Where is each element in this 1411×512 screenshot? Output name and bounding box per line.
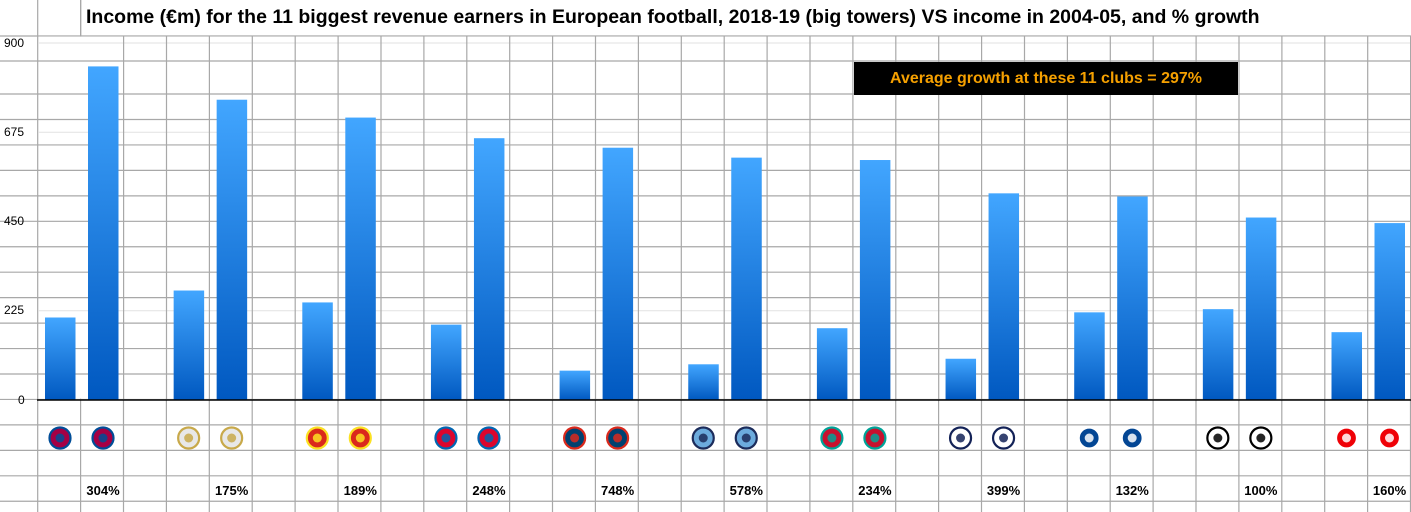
club-logo-icon [477, 426, 501, 450]
bar-2004-05-arsenal [1331, 332, 1362, 400]
club-logo-icon [691, 426, 715, 450]
y-tick-label: 450 [4, 214, 25, 228]
club-logo-icon [820, 426, 844, 450]
bar-2004-05-tottenham-hotspur [945, 358, 977, 400]
club-logo-icon [434, 426, 458, 450]
y-tick-label: 900 [4, 36, 25, 50]
y-tick-label: 225 [4, 303, 25, 317]
growth-label: 578% [729, 483, 763, 498]
chart-title: Income (€m) for the 11 biggest revenue e… [86, 6, 1260, 28]
club-logo-icon [305, 426, 329, 450]
club-logo-icon [734, 426, 758, 450]
y-tick-label: 675 [4, 125, 25, 139]
club-logo-icon [91, 426, 115, 450]
y-tick-label: 0 [18, 393, 25, 407]
growth-label: 160% [1372, 483, 1407, 498]
bar-2018-19-bayern-munich [473, 138, 505, 400]
bar-2004-05-barcelona [45, 317, 76, 400]
club-logo-icon [1120, 426, 1144, 450]
bar-2018-19-tottenham-hotspur [988, 193, 1020, 400]
growth-label: 304% [86, 483, 120, 498]
club-logo-icon [605, 426, 630, 450]
growth-label: 248% [472, 483, 506, 498]
club-logo-icon [348, 426, 372, 450]
bar-2018-19-real-madrid [216, 99, 248, 401]
club-logo-icon [948, 426, 973, 450]
growth-label: 399% [986, 483, 1021, 498]
bar-2018-19-juventus [1245, 217, 1277, 400]
bar-2018-19-arsenal [1374, 223, 1405, 400]
bar-2004-05-paris-saint-germain [559, 370, 591, 400]
club-logo-icon [863, 426, 887, 450]
bar-2018-19-paris-saint-germain [602, 147, 634, 400]
growth-label: 748% [600, 483, 635, 498]
bar-2018-19-manchester-city [731, 157, 762, 400]
bar-2018-19-chelsea [1117, 196, 1148, 400]
bar-2018-19-barcelona [88, 66, 119, 401]
growth-label: 100% [1244, 483, 1278, 498]
club-logo-icon [48, 426, 72, 450]
club-logo-icon [177, 426, 201, 450]
bar-2004-05-real-madrid [173, 290, 205, 400]
club-logo-icon [991, 426, 1016, 450]
club-logo-icon [562, 426, 587, 450]
growth-label: 234% [858, 483, 892, 498]
club-logo-icon [1377, 426, 1402, 450]
club-logo-icon [1249, 426, 1273, 450]
bar-2004-05-bayern-munich [430, 324, 462, 400]
bar-2004-05-chelsea [1074, 312, 1105, 400]
bar-2004-05-juventus [1202, 309, 1234, 400]
growth-label: 175% [215, 483, 249, 498]
bar-2004-05-manchester-united [302, 302, 333, 400]
average-growth-annotation: Average growth at these 11 clubs = 297% [854, 62, 1238, 95]
bar-2018-19-manchester-united [345, 117, 376, 400]
club-logo-icon [1334, 426, 1359, 450]
bar-2004-05-liverpool [816, 328, 848, 400]
bar-2018-19-liverpool [859, 160, 891, 400]
club-logo-icon [1077, 426, 1101, 450]
club-logo-icon [1206, 426, 1230, 450]
growth-label: 189% [343, 483, 377, 498]
growth-label: 132% [1115, 483, 1149, 498]
bar-2004-05-manchester-city [688, 364, 719, 400]
club-logo-icon [220, 426, 244, 450]
